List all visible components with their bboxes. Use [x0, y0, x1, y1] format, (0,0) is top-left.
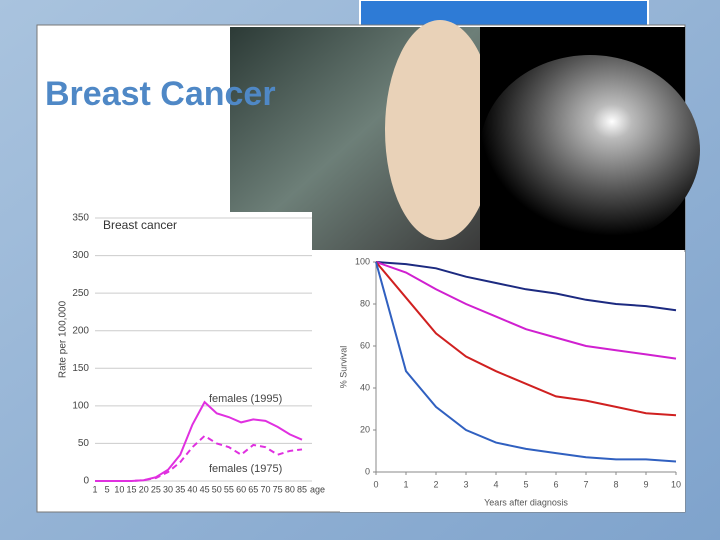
- x-tick-label: 50: [212, 484, 222, 494]
- x-tick-label: 9: [643, 479, 648, 489]
- y-axis-label: Rate per 100,000: [58, 300, 69, 378]
- x-tick-label: 55: [224, 484, 234, 494]
- x-tick-label: 30: [163, 484, 173, 494]
- y-tick-label: 60: [360, 340, 370, 350]
- y-tick-label: 0: [365, 466, 370, 476]
- x-axis-label: Years after diagnosis: [484, 497, 568, 507]
- chart2-panel: [340, 252, 685, 512]
- x-tick-label: 65: [248, 484, 258, 494]
- y-tick-label: 0: [83, 476, 89, 487]
- photo-person: [385, 20, 495, 240]
- x-tick-label: 60: [236, 484, 246, 494]
- y-tick-label: 300: [72, 250, 89, 261]
- y-tick-label: 100: [355, 256, 370, 266]
- series-line: [375, 261, 677, 360]
- x-tick-label: 4: [493, 479, 498, 489]
- x-tick-label: 45: [200, 484, 210, 494]
- x-tick-label: 2: [433, 479, 438, 489]
- series-label: females (1975): [209, 463, 282, 475]
- x-suffix: age: [310, 484, 325, 494]
- x-tick-label: 6: [553, 479, 558, 489]
- y-tick-label: 50: [78, 438, 90, 449]
- y-tick-label: 350: [72, 213, 89, 224]
- y-tick-label: 150: [72, 363, 89, 374]
- series-line: [375, 261, 677, 463]
- x-tick-label: 1: [92, 484, 97, 494]
- x-tick-label: 7: [583, 479, 588, 489]
- x-tick-label: 15: [127, 484, 137, 494]
- slide-title: Breast Cancer: [45, 75, 276, 113]
- x-tick-label: 25: [151, 484, 161, 494]
- y-axis-label: % Survival: [338, 346, 348, 389]
- x-tick-label: 70: [260, 484, 270, 494]
- top-tab: [359, 0, 649, 29]
- y-tick-label: 80: [360, 298, 370, 308]
- series-line: [375, 261, 677, 312]
- x-tick-label: 85: [297, 484, 307, 494]
- x-tick-label: 8: [613, 479, 618, 489]
- x-tick-label: 5: [105, 484, 110, 494]
- x-tick-label: 3: [463, 479, 468, 489]
- y-tick-label: 40: [360, 382, 370, 392]
- x-tick-label: 35: [175, 484, 185, 494]
- x-tick-label: 10: [114, 484, 124, 494]
- chart-title: Breast cancer: [103, 218, 177, 232]
- series-line: [95, 434, 303, 482]
- x-tick-label: 0: [373, 479, 378, 489]
- y-tick-label: 100: [72, 400, 89, 411]
- x-tick-label: 10: [671, 479, 681, 489]
- x-tick-label: 40: [187, 484, 197, 494]
- x-tick-label: 75: [273, 484, 283, 494]
- series-label: females (1995): [209, 393, 282, 405]
- x-tick-label: 20: [139, 484, 149, 494]
- y-tick-label: 200: [72, 325, 89, 336]
- mammogram-breast: [480, 55, 700, 245]
- x-tick-label: 1: [403, 479, 408, 489]
- x-tick-label: 80: [285, 484, 295, 494]
- y-tick-label: 20: [360, 424, 370, 434]
- series-line: [375, 261, 677, 417]
- y-tick-label: 250: [72, 288, 89, 299]
- x-tick-label: 5: [523, 479, 528, 489]
